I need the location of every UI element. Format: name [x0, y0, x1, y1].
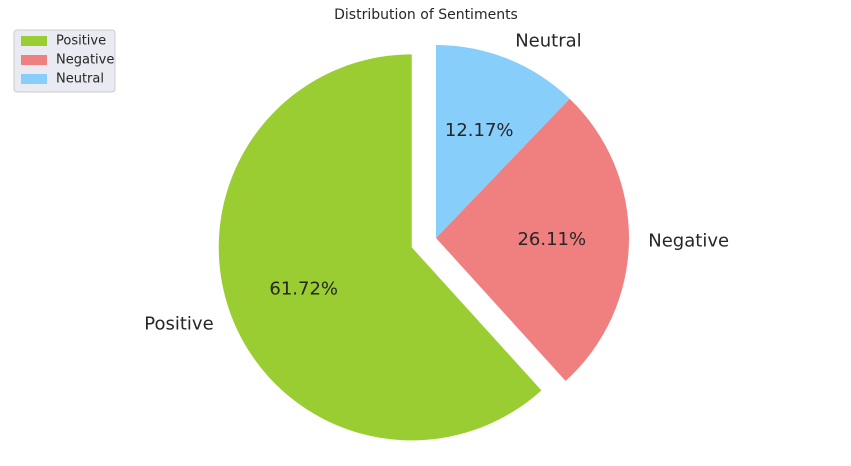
legend-label-positive: Positive: [56, 34, 106, 49]
legend-swatch-positive: [21, 36, 47, 46]
category-label-negative: Negative: [648, 231, 729, 252]
category-label-neutral: Neutral: [515, 31, 581, 52]
pie-slice-negative: [436, 98, 629, 381]
legend-label-neutral: Neutral: [56, 72, 104, 87]
chart-title: Distribution of Sentiments: [334, 7, 518, 23]
category-label-positive: Positive: [144, 313, 213, 334]
legend-label-negative: Negative: [56, 53, 114, 68]
legend: Positive Negative Neutral: [13, 29, 116, 93]
legend-swatch-negative: [21, 55, 47, 65]
pie-slices: [218, 45, 629, 441]
legend-swatch-neutral: [21, 74, 47, 84]
percent-label-negative: 26.11%: [517, 229, 586, 250]
pie-slice-neutral: [436, 45, 570, 238]
pie-labels: 61.72% Positive 26.11% Negative 12.17% Neutra…: [144, 31, 729, 335]
pie-slice-positive: [218, 54, 542, 441]
percent-label-neutral: 12.17%: [445, 120, 514, 141]
percent-label-positive: 61.72%: [269, 279, 338, 300]
